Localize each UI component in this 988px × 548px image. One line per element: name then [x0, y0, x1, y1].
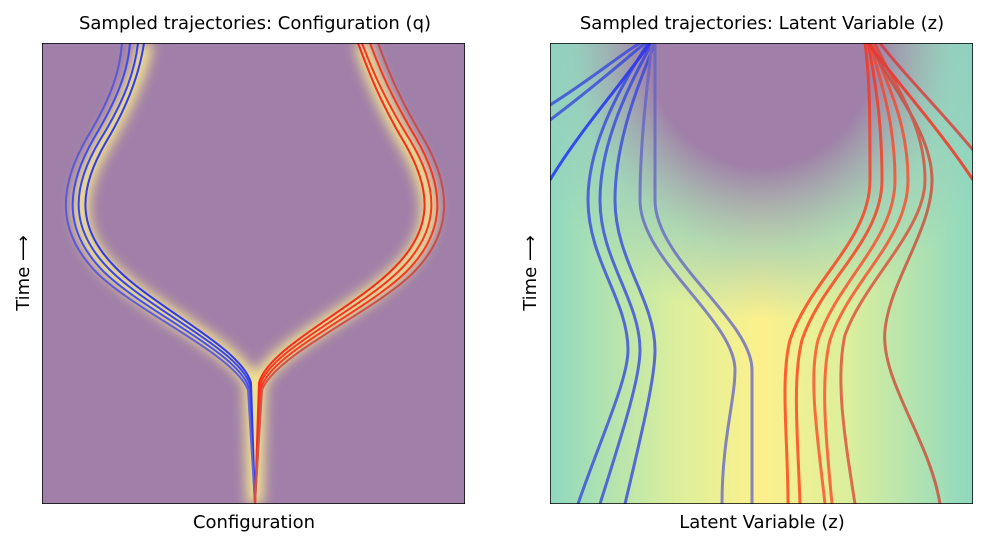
- panel-title: Sampled trajectories: Configuration (q): [79, 13, 431, 34]
- x-axis-label: Latent Variable (z): [679, 512, 844, 533]
- panel-title: Sampled trajectories: Latent Variable (z…: [580, 13, 944, 34]
- y-axis-label: Time ⟶: [520, 235, 541, 312]
- latent-plot: [550, 43, 973, 504]
- y-axis-label: Time ⟶: [13, 235, 34, 312]
- configuration-plot: [42, 43, 465, 504]
- x-axis-label: Configuration: [193, 512, 315, 533]
